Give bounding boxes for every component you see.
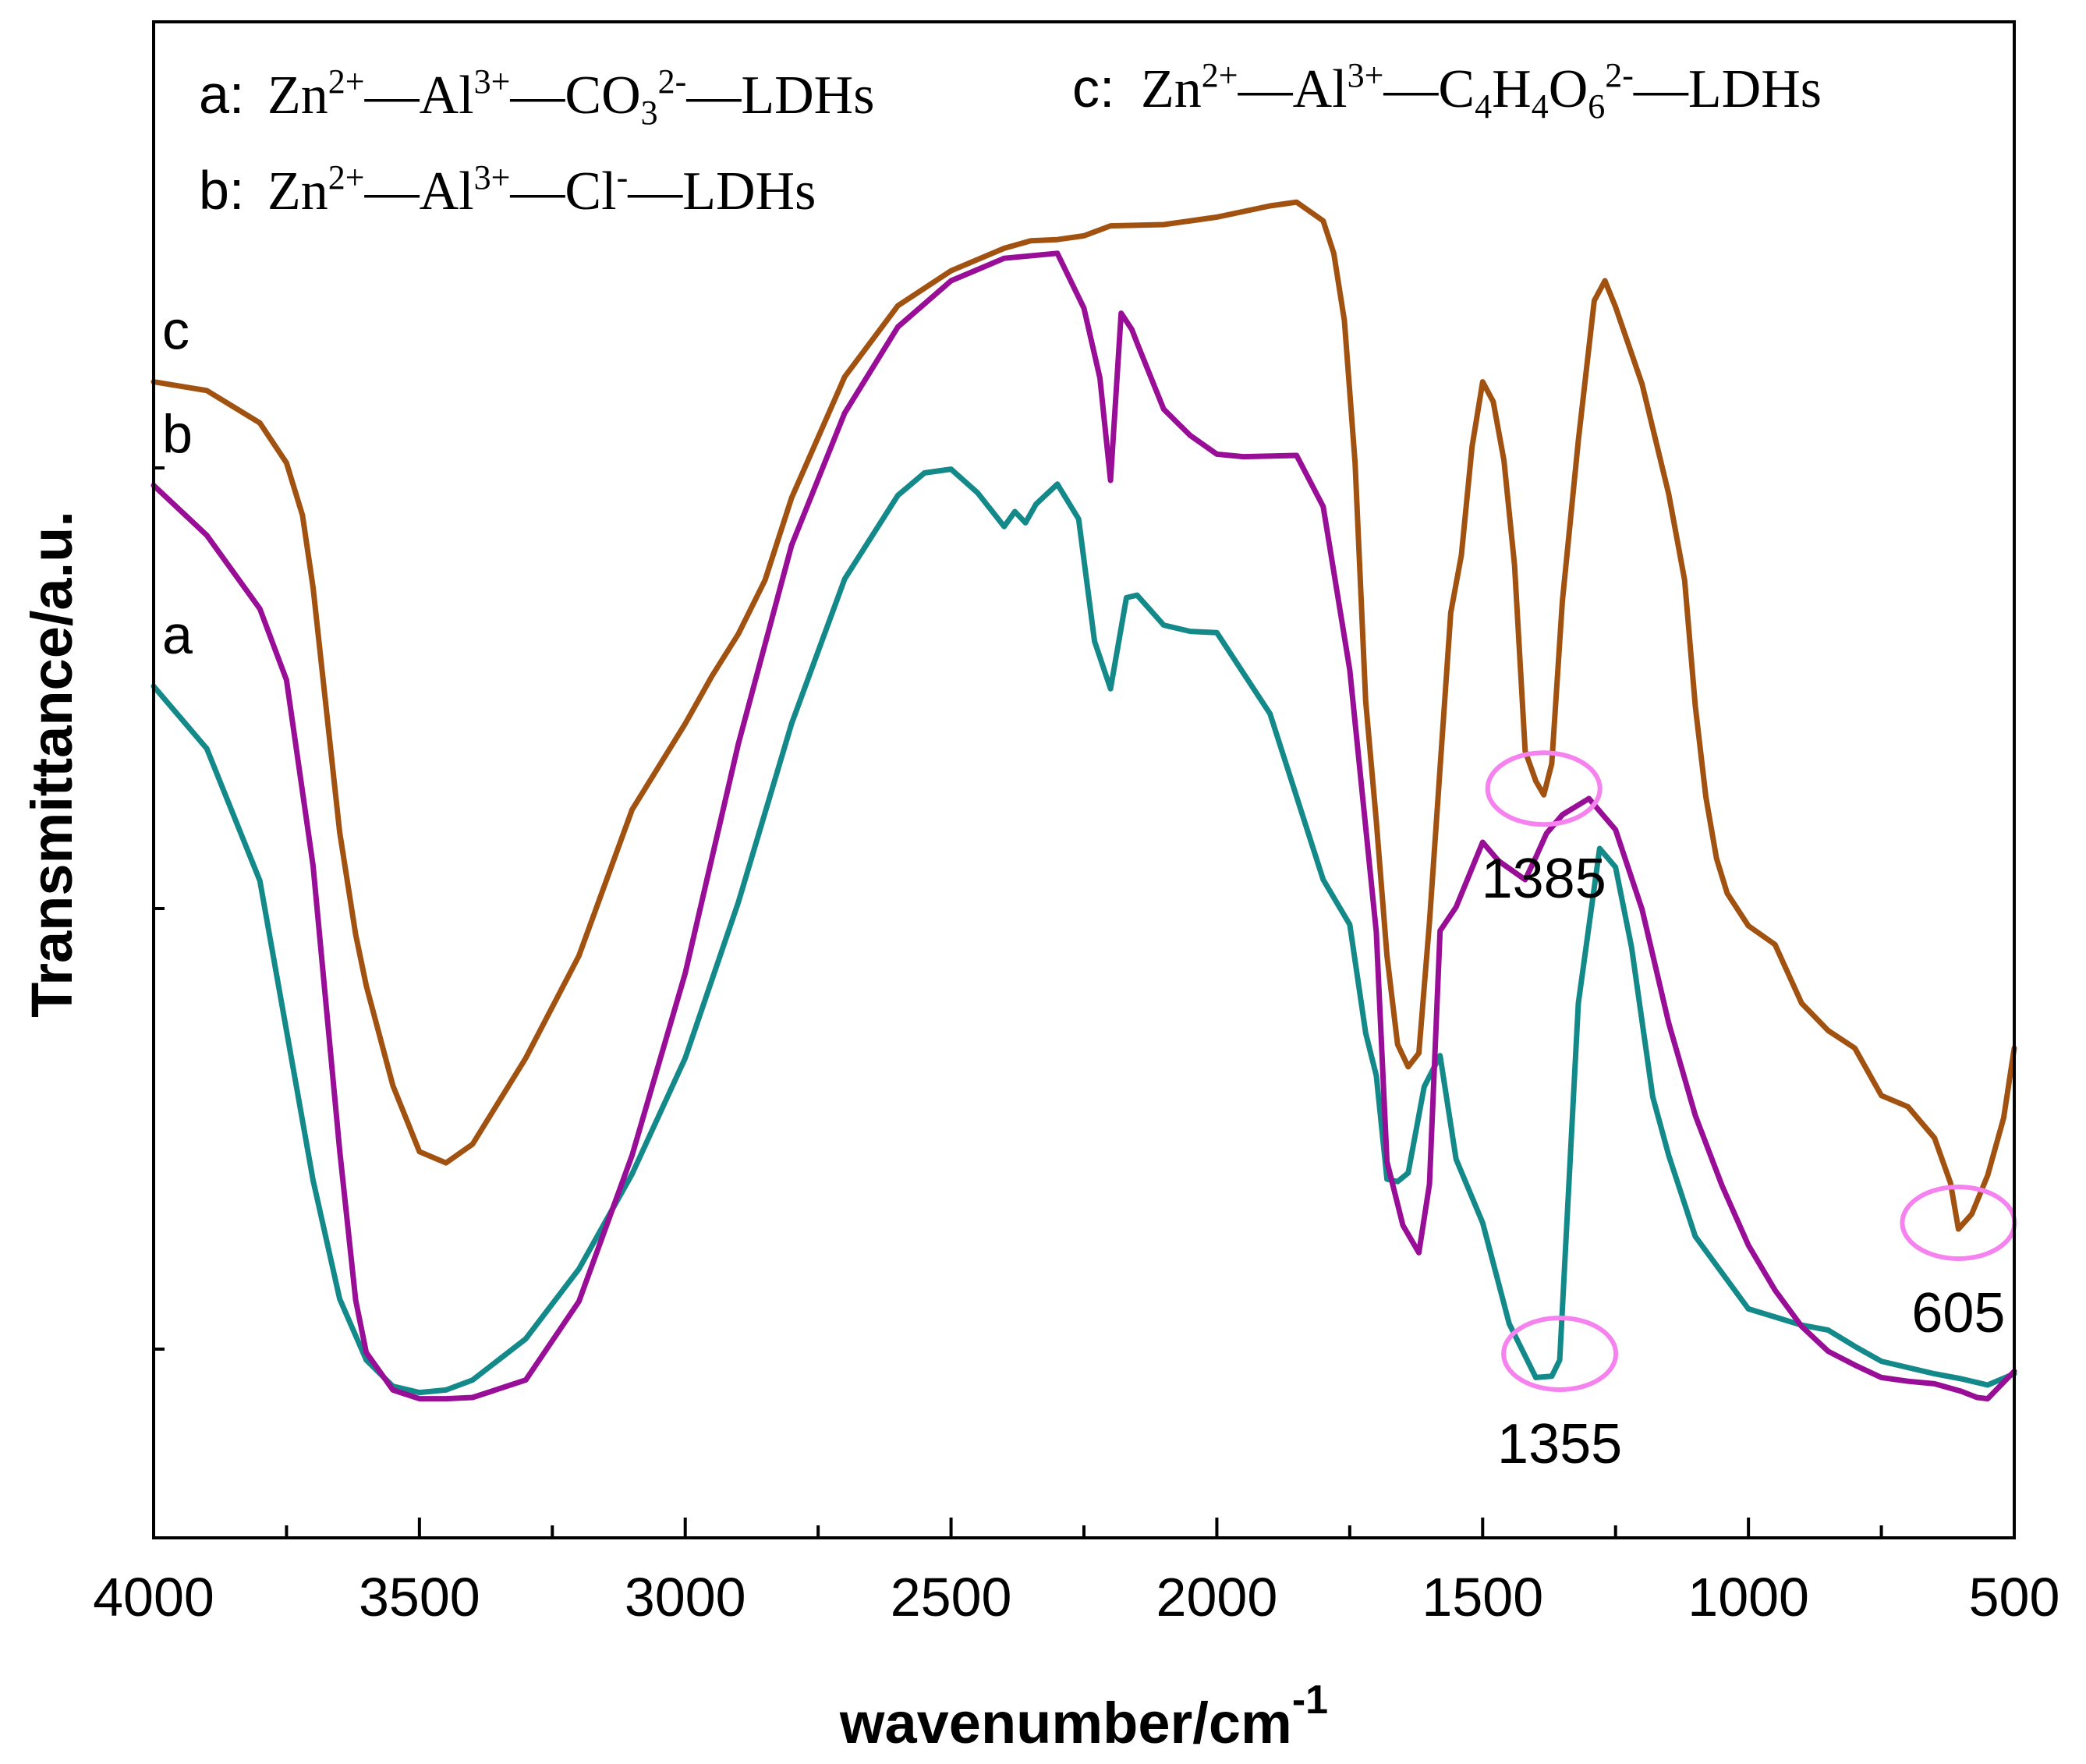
curve-label-c: c	[162, 300, 189, 361]
x-axis-title-text: wavenumber/cm	[839, 1691, 1292, 1755]
x-tick-label-1000: 1000	[1688, 1567, 1809, 1628]
legend-formula-part: 3+	[474, 62, 511, 101]
x-axis: 4000 3500 3000 2500 2000 1500 1000 500	[93, 466, 2060, 1628]
legend-formula-part: —LDHs	[685, 66, 874, 126]
x-tick-label-2500: 2500	[891, 1567, 1012, 1628]
peak-label-1385: 1385	[1482, 848, 1606, 910]
legend-formula-part: Zn	[1141, 59, 1202, 119]
y-axis-title: Transmittance/a.u.	[19, 511, 84, 1018]
legend-formula-part: 4	[1532, 87, 1549, 126]
peak-label-1355: 1355	[1497, 1413, 1622, 1475]
legend-formula-part: 2+	[328, 62, 365, 101]
legend-formula-part: 6	[1588, 87, 1605, 126]
legend-formula-part: 3	[641, 94, 658, 132]
legend-formula-part: —LDHs	[627, 161, 816, 221]
series-line-a	[151, 466, 2017, 1396]
legend-formula-part: -	[617, 158, 629, 197]
legend-formula-part: —Al	[364, 161, 474, 221]
x-axis-title-superscript: -1	[1292, 1677, 1328, 1723]
legend-formula-part: —Al	[364, 66, 474, 126]
legend-formula-part: 2+	[1202, 56, 1238, 94]
x-tick-label-500: 500	[1969, 1567, 2060, 1628]
curve-labels: a bc	[162, 300, 193, 665]
legend-formula-part: Zn	[267, 161, 328, 221]
legend-formula-part: —LDHs	[1633, 59, 1822, 119]
legend-key: a:	[199, 64, 244, 125]
legend-formula-part: —Cl	[509, 161, 616, 221]
peak-label-605: 605	[1911, 1282, 2005, 1344]
legend-formula-part: —C	[1383, 59, 1475, 119]
series-line-b	[151, 250, 2017, 1402]
legend: a: Zn2+—Al3+—CO32-—LDHs c: Zn2+—Al3+—C4H4O6…	[199, 56, 1822, 221]
x-tick-label-1500: 1500	[1422, 1567, 1543, 1628]
legend-formula-part: —CO	[509, 66, 640, 126]
legend-formula: Zn2+—Al3+—CO32-—LDHs	[267, 62, 874, 132]
legend-key: c:	[1072, 58, 1114, 119]
curve-label-b: b	[162, 403, 193, 464]
legend-formula: Zn2+—Al3+—C4H4O62-—LDHs	[1141, 56, 1822, 126]
legend-entry-0: a: Zn2+—Al3+—CO32-—LDHs	[199, 62, 874, 132]
legend-formula-part: 3+	[1348, 56, 1384, 94]
legend-formula-part: 3+	[474, 158, 511, 197]
legend-entry-1: c: Zn2+—Al3+—C4H4O62-—LDHs	[1072, 56, 1822, 126]
series-line-c	[151, 199, 2017, 1232]
legend-formula-part: 2-	[658, 62, 687, 101]
legend-formula: Zn2+—Al3+—Cl-—LDHs	[267, 158, 816, 221]
x-tick-label-3000: 3000	[625, 1567, 746, 1628]
x-tick-label-4000: 4000	[93, 1567, 214, 1628]
legend-key: b:	[199, 160, 244, 221]
legend-formula-part: 2-	[1605, 56, 1634, 94]
x-axis-title: wavenumber/cm-1	[839, 1677, 1328, 1755]
legend-entry-2: b: Zn2+—Al3+—Cl-—LDHs	[199, 158, 816, 221]
legend-formula-part: O	[1549, 59, 1588, 119]
legend-formula-part: —Al	[1238, 59, 1348, 119]
legend-formula-part: Zn	[267, 66, 328, 126]
curve-label-a: a	[162, 604, 193, 665]
peak-marker-1385	[1485, 750, 1603, 827]
x-tick-label-2000: 2000	[1156, 1567, 1278, 1628]
legend-formula-part: 4	[1475, 87, 1492, 126]
series-layer	[151, 199, 2017, 1402]
annotation-layer: 1385 1355 605	[1482, 750, 2017, 1475]
legend-formula-part: 2+	[328, 158, 365, 197]
legend-formula-part: H	[1492, 59, 1532, 119]
peak-marker-1355	[1501, 1316, 1619, 1392]
x-tick-label-3500: 3500	[359, 1567, 480, 1628]
